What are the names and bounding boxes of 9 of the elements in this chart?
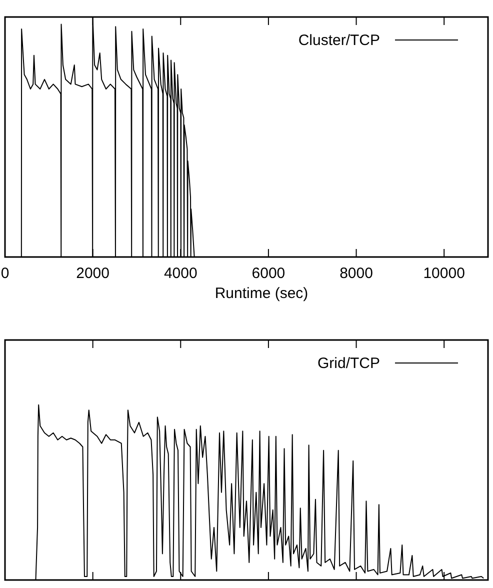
x-tick-label: 6000 [252, 265, 286, 282]
legend-label: Cluster/TCP [298, 32, 380, 49]
legend-label: Grid/TCP [317, 355, 380, 372]
x-tick-label: 0 [0, 265, 10, 282]
x-tick-label: 4000 [164, 265, 198, 282]
x-axis-title: Runtime (sec) [214, 285, 308, 302]
x-tick-label: 10000 [423, 265, 465, 282]
x-tick-label: 8000 [340, 265, 373, 282]
x-tick-label: 2000 [76, 265, 110, 282]
